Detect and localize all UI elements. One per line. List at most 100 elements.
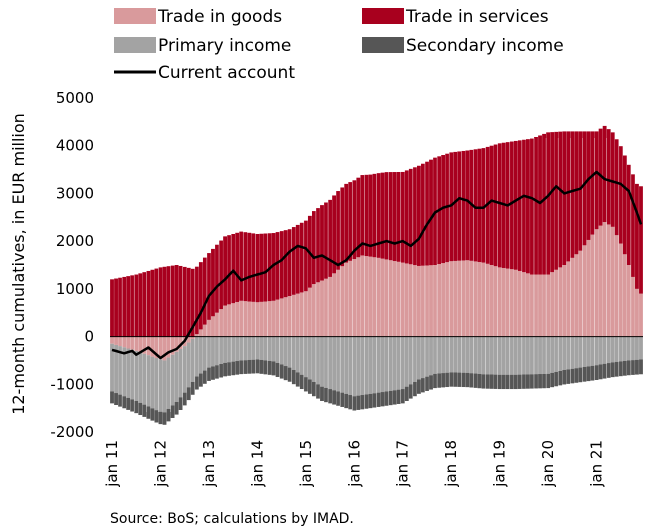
- bar-trade-services: [114, 278, 118, 337]
- bar-trade-goods: [473, 261, 478, 337]
- bar-trade-services: [352, 180, 357, 260]
- bar-secondary-income: [481, 374, 486, 389]
- bar-trade-goods: [316, 282, 320, 337]
- bar-primary-income: [279, 336, 284, 365]
- bar-primary-income: [328, 336, 332, 390]
- bar-primary-income: [142, 353, 147, 405]
- bar-primary-income: [412, 336, 417, 382]
- bar-secondary-income: [388, 390, 393, 406]
- bar-secondary-income: [239, 360, 244, 375]
- bar-trade-goods: [465, 260, 470, 337]
- x-tick-label: jan 21: [588, 440, 606, 488]
- bar-trade-goods: [570, 257, 575, 337]
- bar-trade-goods: [562, 265, 567, 337]
- y-tick-label: 2000: [56, 232, 94, 250]
- bar-secondary-income: [578, 367, 583, 383]
- bar-primary-income: [392, 336, 397, 391]
- y-axis-title: 12-month cumulatives, in EUR million: [9, 113, 28, 415]
- bar-trade-services: [202, 257, 207, 325]
- bar-secondary-income: [271, 361, 276, 376]
- bar-trade-services: [457, 151, 462, 261]
- bar-primary-income: [324, 336, 328, 388]
- bar-trade-goods: [150, 336, 155, 357]
- legend-item-primary-income: Primary income: [114, 36, 291, 56]
- bar-primary-income: [372, 336, 377, 394]
- legend-swatch: [362, 8, 404, 24]
- bar-secondary-income: [174, 401, 179, 415]
- bar-primary-income: [291, 336, 296, 370]
- bar-primary-income: [190, 338, 195, 382]
- bar-primary-income: [489, 336, 494, 375]
- bar-primary-income: [558, 336, 563, 371]
- bar-trade-services: [530, 138, 534, 275]
- bar-trade-goods: [352, 259, 357, 337]
- x-tick-label: jan 13: [200, 440, 218, 488]
- y-tick-label: -2000: [50, 423, 94, 441]
- bar-secondary-income: [376, 392, 381, 407]
- y-tick-label: 3000: [56, 184, 94, 202]
- bar-primary-income: [380, 336, 385, 393]
- bar-secondary-income: [340, 392, 345, 407]
- bar-trade-services: [251, 233, 256, 302]
- bar-secondary-income: [534, 374, 538, 389]
- bar-primary-income: [465, 336, 470, 373]
- bar-trade-services: [586, 131, 591, 240]
- bar-primary-income: [138, 352, 143, 403]
- bar-trade-goods: [477, 262, 482, 337]
- bar-trade-goods: [469, 260, 474, 337]
- bar-secondary-income: [114, 393, 118, 406]
- bar-trade-services: [142, 272, 147, 337]
- bar-trade-services: [368, 174, 373, 257]
- bar-secondary-income: [231, 361, 236, 376]
- bar-trade-goods: [521, 272, 526, 337]
- bar-primary-income: [614, 336, 619, 362]
- bar-trade-goods: [433, 265, 437, 337]
- bar-trade-goods: [223, 305, 227, 337]
- bar-primary-income: [275, 336, 280, 363]
- bar-trade-goods: [356, 257, 361, 337]
- bar-trade-services: [239, 231, 244, 301]
- bar-secondary-income: [425, 376, 429, 391]
- bar-primary-income: [521, 336, 526, 375]
- bar-trade-goods: [517, 270, 522, 337]
- bar-secondary-income: [279, 364, 284, 379]
- bar-secondary-income: [433, 373, 437, 389]
- bar-trade-services: [526, 139, 530, 274]
- bar-secondary-income: [287, 367, 292, 382]
- bar-trade-goods: [534, 274, 538, 337]
- bar-trade-goods: [622, 254, 627, 337]
- bar-secondary-income: [606, 363, 611, 378]
- bar-trade-goods: [207, 319, 211, 337]
- bar-trade-goods: [404, 263, 409, 337]
- legend-swatch: [114, 37, 156, 53]
- bar-trade-goods: [311, 284, 316, 337]
- x-tick-label: jan 14: [248, 440, 266, 488]
- bar-trade-services: [408, 168, 413, 265]
- bar-primary-income: [243, 336, 248, 361]
- bar-secondary-income: [404, 386, 409, 401]
- bar-primary-income: [267, 336, 272, 361]
- bar-trade-goods: [303, 291, 308, 337]
- bar-trade-services: [348, 182, 353, 261]
- bar-primary-income: [485, 336, 490, 375]
- bar-trade-services: [311, 211, 316, 285]
- bar-trade-goods: [190, 336, 195, 339]
- bar-trade-goods: [295, 293, 300, 337]
- bar-trade-services: [243, 232, 248, 302]
- bar-secondary-income: [158, 411, 163, 425]
- bar-trade-goods: [162, 336, 167, 361]
- bar-trade-services: [635, 183, 639, 289]
- bar-primary-income: [590, 336, 595, 366]
- bar-secondary-income: [251, 359, 256, 374]
- bar-secondary-income: [635, 359, 639, 375]
- bar-trade-services: [146, 270, 151, 337]
- bar-trade-services: [227, 235, 232, 305]
- bar-trade-goods: [388, 260, 393, 337]
- bar-secondary-income: [207, 367, 211, 381]
- legend-label: Current account: [158, 63, 295, 83]
- bar-trade-goods: [412, 265, 417, 337]
- bar-trade-goods: [461, 260, 466, 337]
- bar-primary-income: [586, 336, 591, 367]
- bar-trade-services: [336, 191, 341, 270]
- bar-trade-services: [134, 274, 139, 337]
